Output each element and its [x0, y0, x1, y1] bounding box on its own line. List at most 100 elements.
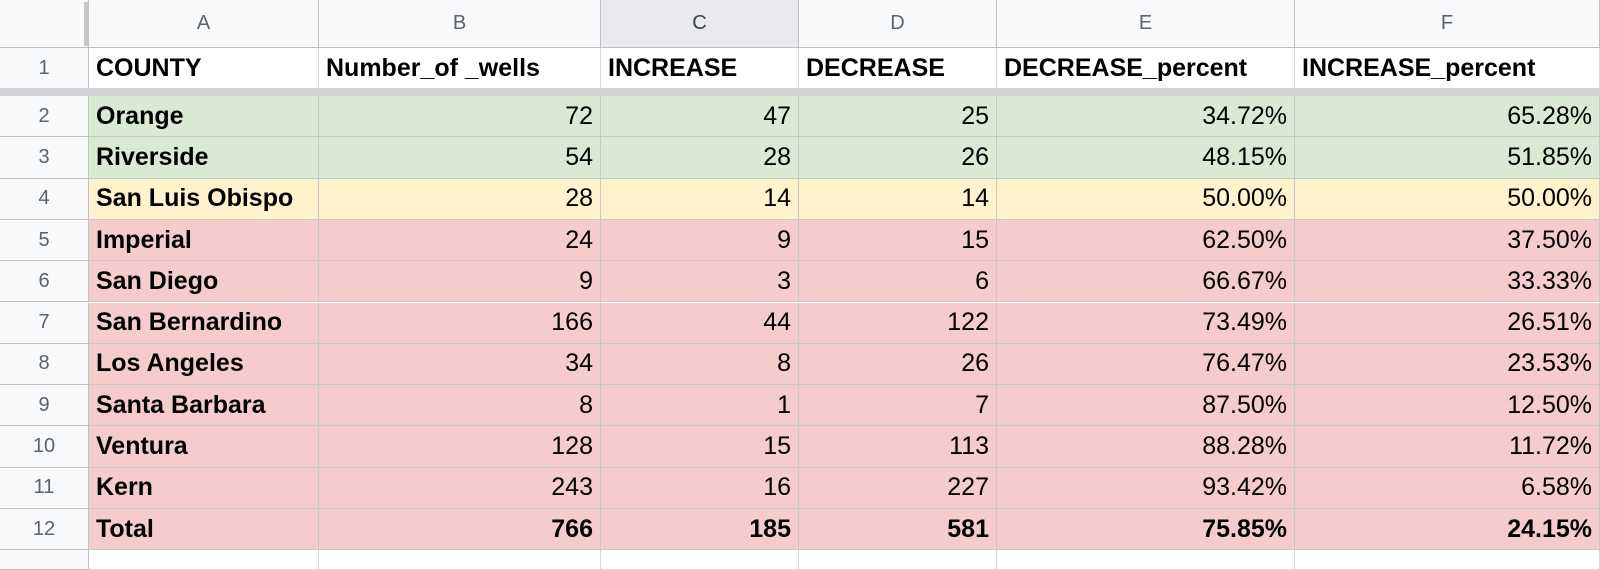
value-cell-d[interactable]: 227: [799, 467, 997, 509]
value-cell-f[interactable]: 51.85%: [1295, 137, 1600, 179]
value-cell-b[interactable]: 166: [319, 302, 601, 344]
value-cell-f[interactable]: 12.50%: [1295, 385, 1600, 427]
value-cell-e[interactable]: 93.42%: [997, 467, 1295, 509]
value-cell-f[interactable]: 65.28%: [1295, 96, 1600, 138]
value-cell-b[interactable]: 243: [319, 467, 601, 509]
value-cell-c[interactable]: 14: [601, 178, 799, 220]
value-cell-d[interactable]: 26: [799, 343, 997, 386]
value-cell-f[interactable]: 33.33%: [1295, 261, 1600, 303]
value-cell-d[interactable]: 14: [799, 178, 997, 220]
value-cell-d[interactable]: 113: [799, 426, 997, 468]
county-cell[interactable]: Ventura: [89, 426, 319, 468]
value-cell-e[interactable]: 87.50%: [997, 385, 1295, 427]
value-cell-b[interactable]: 9: [319, 261, 601, 303]
empty-cell[interactable]: [997, 550, 1295, 570]
value-cell-e[interactable]: 76.47%: [997, 343, 1295, 386]
value-cell-f[interactable]: 23.53%: [1295, 343, 1600, 386]
county-cell[interactable]: Orange: [89, 96, 319, 138]
value-cell-b[interactable]: 34: [319, 343, 601, 386]
value-cell-e[interactable]: 50.00%: [997, 178, 1295, 220]
value-cell-c[interactable]: 47: [601, 96, 799, 138]
value-cell-d[interactable]: 581: [799, 509, 997, 551]
value-cell-c[interactable]: 1: [601, 385, 799, 427]
row-header-8[interactable]: 8: [0, 343, 89, 386]
row-header-10[interactable]: 10: [0, 426, 89, 468]
value-cell-f[interactable]: 6.58%: [1295, 467, 1600, 509]
empty-cell[interactable]: [799, 550, 997, 570]
value-cell-b[interactable]: 72: [319, 96, 601, 138]
value-cell-f[interactable]: 26.51%: [1295, 302, 1600, 344]
value-cell-b[interactable]: 54: [319, 137, 601, 179]
header-cell-e[interactable]: DECREASE_percent: [997, 48, 1295, 89]
row-header-9[interactable]: 9: [0, 385, 89, 427]
column-freeze-handle[interactable]: [84, 2, 89, 46]
column-header-b[interactable]: B: [319, 0, 601, 48]
value-cell-c[interactable]: 185: [601, 509, 799, 551]
row-header-12[interactable]: 12: [0, 509, 89, 551]
header-cell-f[interactable]: INCREASE_percent: [1295, 48, 1600, 89]
row-header-4[interactable]: 4: [0, 178, 89, 220]
column-header-d[interactable]: D: [799, 0, 997, 48]
value-cell-e[interactable]: 34.72%: [997, 96, 1295, 138]
column-header-a[interactable]: A: [89, 0, 319, 48]
value-cell-b[interactable]: 128: [319, 426, 601, 468]
row-header-3[interactable]: 3: [0, 137, 89, 179]
value-cell-c[interactable]: 28: [601, 137, 799, 179]
value-cell-e[interactable]: 73.49%: [997, 302, 1295, 344]
value-cell-c[interactable]: 15: [601, 426, 799, 468]
empty-cell[interactable]: [89, 550, 319, 570]
row-header-2[interactable]: 2: [0, 96, 89, 138]
value-cell-d[interactable]: 6: [799, 261, 997, 303]
county-cell[interactable]: San Bernardino: [89, 302, 319, 344]
column-header-c[interactable]: C: [601, 0, 799, 48]
value-cell-d[interactable]: 25: [799, 96, 997, 138]
value-cell-e[interactable]: 88.28%: [997, 426, 1295, 468]
value-cell-e[interactable]: 48.15%: [997, 137, 1295, 179]
value-cell-d[interactable]: 15: [799, 219, 997, 262]
county-cell[interactable]: Riverside: [89, 137, 319, 179]
column-header-f[interactable]: F: [1295, 0, 1600, 48]
value-cell-e[interactable]: 66.67%: [997, 261, 1295, 303]
county-cell[interactable]: Los Angeles: [89, 343, 319, 386]
value-cell-b[interactable]: 28: [319, 178, 601, 220]
header-cell-b[interactable]: Number_of _wells: [319, 48, 601, 89]
value-cell-d[interactable]: 122: [799, 302, 997, 344]
value-cell-d[interactable]: 7: [799, 385, 997, 427]
value-cell-b[interactable]: 8: [319, 385, 601, 427]
header-cell-a[interactable]: COUNTY: [89, 48, 319, 89]
column-header-e[interactable]: E: [997, 0, 1295, 48]
row-header-1[interactable]: 1: [0, 48, 89, 89]
row-freeze-divider[interactable]: [0, 88, 1600, 96]
value-cell-f[interactable]: 50.00%: [1295, 178, 1600, 220]
value-cell-e[interactable]: 75.85%: [997, 509, 1295, 551]
value-cell-c[interactable]: 8: [601, 343, 799, 386]
county-cell[interactable]: San Luis Obispo: [89, 178, 319, 220]
value-cell-c[interactable]: 3: [601, 261, 799, 303]
header-cell-d[interactable]: DECREASE: [799, 48, 997, 89]
header-cell-c[interactable]: INCREASE: [601, 48, 799, 89]
value-cell-e[interactable]: 62.50%: [997, 219, 1295, 262]
value-cell-c[interactable]: 16: [601, 467, 799, 509]
empty-cell[interactable]: [1295, 550, 1600, 570]
value-cell-f[interactable]: 37.50%: [1295, 219, 1600, 262]
value-cell-b[interactable]: 766: [319, 509, 601, 551]
county-cell[interactable]: Santa Barbara: [89, 385, 319, 427]
row-header-11[interactable]: 11: [0, 467, 89, 509]
value-cell-c[interactable]: 44: [601, 302, 799, 344]
empty-cell[interactable]: [319, 550, 601, 570]
row-header-6[interactable]: 6: [0, 261, 89, 303]
value-cell-f[interactable]: 24.15%: [1295, 509, 1600, 551]
county-cell[interactable]: San Diego: [89, 261, 319, 303]
county-cell[interactable]: Total: [89, 509, 319, 551]
value-cell-d[interactable]: 26: [799, 137, 997, 179]
county-cell[interactable]: Kern: [89, 467, 319, 509]
row-header-5[interactable]: 5: [0, 219, 89, 262]
select-all-corner[interactable]: [0, 0, 89, 48]
row-header-next[interactable]: [0, 550, 89, 570]
empty-cell[interactable]: [601, 550, 799, 570]
row-header-7[interactable]: 7: [0, 302, 89, 344]
value-cell-b[interactable]: 24: [319, 219, 601, 262]
county-cell[interactable]: Imperial: [89, 219, 319, 262]
value-cell-c[interactable]: 9: [601, 219, 799, 262]
